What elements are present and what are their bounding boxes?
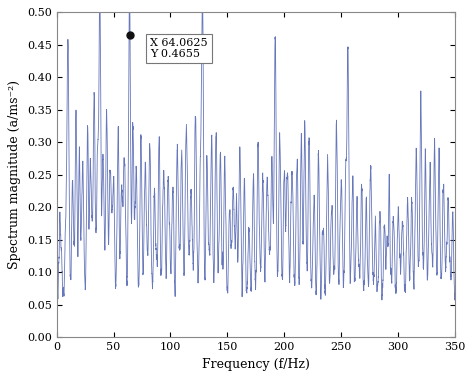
Y-axis label: Spectrum magnitude (a/ms⁻²): Spectrum magnitude (a/ms⁻²) xyxy=(9,80,21,269)
X-axis label: Frequency (f/Hz): Frequency (f/Hz) xyxy=(202,358,310,371)
Text: X 64.0625
Y 0.4655: X 64.0625 Y 0.4655 xyxy=(150,38,208,60)
